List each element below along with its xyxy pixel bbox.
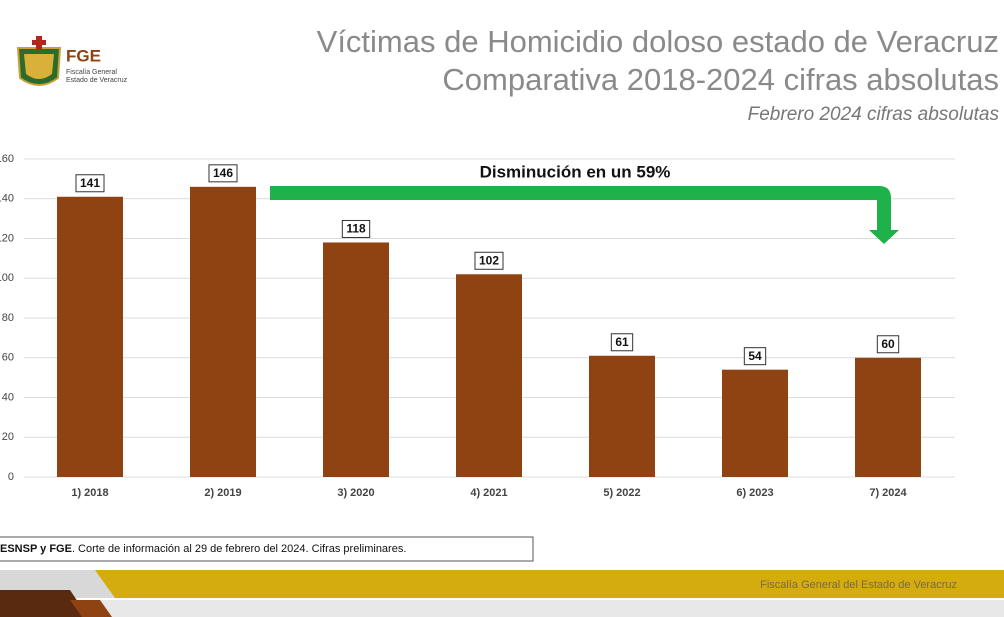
y-tick-label: 140 — [0, 193, 14, 205]
footer-stripe — [70, 600, 112, 617]
logo-text: FGE — [66, 46, 101, 65]
source-bold: ESNSP y FGE — [0, 543, 72, 555]
value-label: 102 — [479, 253, 499, 267]
value-label: 61 — [615, 335, 629, 349]
logo-line: Estado de Veracruz — [66, 77, 128, 84]
value-label: 118 — [346, 222, 366, 236]
value-label: 141 — [80, 176, 100, 190]
bar — [456, 274, 522, 477]
y-tick-label: 120 — [0, 232, 14, 244]
value-label-box — [474, 251, 504, 270]
y-tick-label: 100 — [0, 272, 14, 284]
footer-text: Fiscalía General del Estado de Veracruz — [760, 579, 957, 591]
x-tick-label: 5) 2022 — [603, 487, 640, 499]
y-tick-label: 80 — [2, 312, 14, 324]
plot: 0 20 40 60 80 100 120 140 160 1) 2018 141 2) 2019 14… — [0, 153, 955, 499]
source: ESNSP y FGE. Corte de información al 29 … — [0, 543, 406, 555]
chart-subtitle: Febrero 2024 cifras absolutas — [748, 104, 1000, 125]
bar — [190, 186, 256, 477]
y-tick-label: 160 — [0, 153, 14, 165]
chart-subtitle: Comparativa 2018-2024 cifras absolutas — [442, 62, 999, 97]
footer-band — [95, 570, 1004, 598]
bar — [589, 355, 655, 477]
x-tick-label: 3) 2020 — [337, 487, 374, 499]
value-label-box — [610, 333, 634, 352]
bar — [855, 357, 921, 477]
x-tick-label: 7) 2024 — [869, 487, 907, 499]
source-text: . Corte de información al 29 de febrero … — [72, 543, 406, 555]
y-tick-label: 40 — [2, 391, 14, 403]
annotation: Disminución en un 59% — [480, 162, 671, 181]
value-label: 146 — [213, 166, 233, 180]
bar — [722, 369, 788, 477]
value-label: 60 — [881, 337, 895, 351]
value-label: 54 — [748, 349, 762, 363]
x-tick-label: 6) 2023 — [736, 487, 773, 499]
y-tick-label: 60 — [2, 352, 14, 364]
logo-line: Fiscalía General — [66, 69, 117, 76]
logo — [16, 36, 62, 86]
x-tick-label: 2) 2019 — [204, 487, 241, 499]
arrow — [270, 186, 899, 244]
bar — [323, 242, 389, 477]
value-label-box — [876, 335, 900, 354]
value-label-box — [743, 347, 767, 366]
chart-title: Víctimas de Homicidio doloso estado de V… — [317, 24, 999, 59]
x-tick-label: 1) 2018 — [71, 487, 108, 499]
y-tick-label: 20 — [2, 431, 14, 443]
value-label-box — [208, 164, 238, 183]
value-label-box — [75, 174, 105, 193]
bar — [57, 196, 123, 477]
y-tick-label: 0 — [8, 471, 14, 483]
value-label-box — [341, 219, 371, 238]
x-tick-label: 4) 2021 — [470, 487, 507, 499]
source-box — [0, 536, 534, 562]
footer-band — [0, 600, 1004, 617]
footer-stripe — [0, 590, 88, 617]
